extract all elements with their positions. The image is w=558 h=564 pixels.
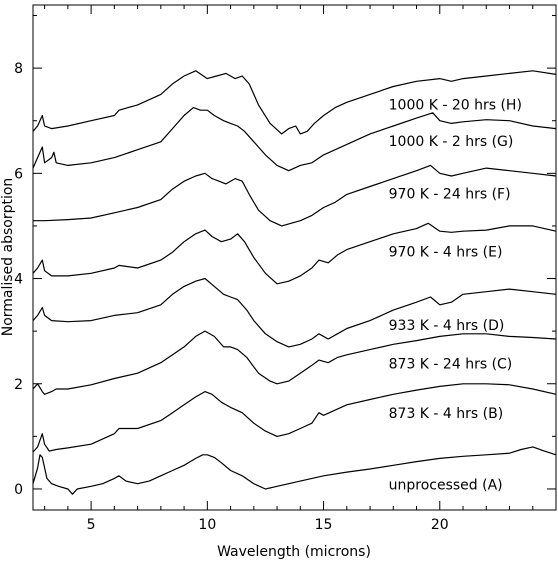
series-label-6: 1000 K - 2 hrs (G) (389, 134, 514, 150)
series-line-1 (32, 383, 557, 453)
series-label-2: 873 K - 24 hrs (C) (389, 357, 513, 373)
series-label-7: 1000 K - 20 hrs (H) (389, 97, 522, 113)
y-tick-label: 2 (14, 377, 23, 393)
y-tick-label: 4 (14, 272, 23, 288)
y-tick-label: 6 (14, 166, 23, 182)
x-tick-label: 15 (315, 517, 333, 533)
series-line-4 (32, 222, 557, 285)
series-line-7 (32, 70, 557, 135)
tick-marks (33, 5, 557, 510)
series-line-5 (33, 164, 557, 227)
series-line-6 (32, 107, 557, 172)
plot-frame (32, 4, 557, 511)
series-label-5: 970 K - 24 hrs (F) (389, 187, 511, 203)
x-tick-label: 10 (198, 517, 216, 533)
y-tick-label: 8 (14, 61, 23, 77)
series-labels: unprocessed (A) 873 K - 4 hrs (B) 873 K - … (389, 97, 522, 493)
series-line-3 (32, 277, 557, 348)
x-axis-label: Wavelength (microns) (217, 544, 371, 560)
y-axis-label: Normalised absorption (0, 178, 16, 337)
series-curves (32, 70, 557, 495)
series-label-1: 873 K - 4 hrs (B) (389, 406, 504, 422)
y-tick-label: 0 (14, 482, 23, 498)
x-tick-label: 20 (431, 517, 449, 533)
x-tick-label: 5 (87, 517, 96, 533)
series-label-0: unprocessed (A) (389, 478, 503, 494)
series-label-3: 933 K - 4 hrs (D) (389, 318, 505, 334)
series-line-2 (32, 330, 557, 395)
series-label-4: 970 K - 4 hrs (E) (389, 245, 503, 261)
series-line-0 (32, 446, 557, 495)
tick-labels: 5 10 15 20 0 2 4 6 8 (14, 61, 449, 533)
